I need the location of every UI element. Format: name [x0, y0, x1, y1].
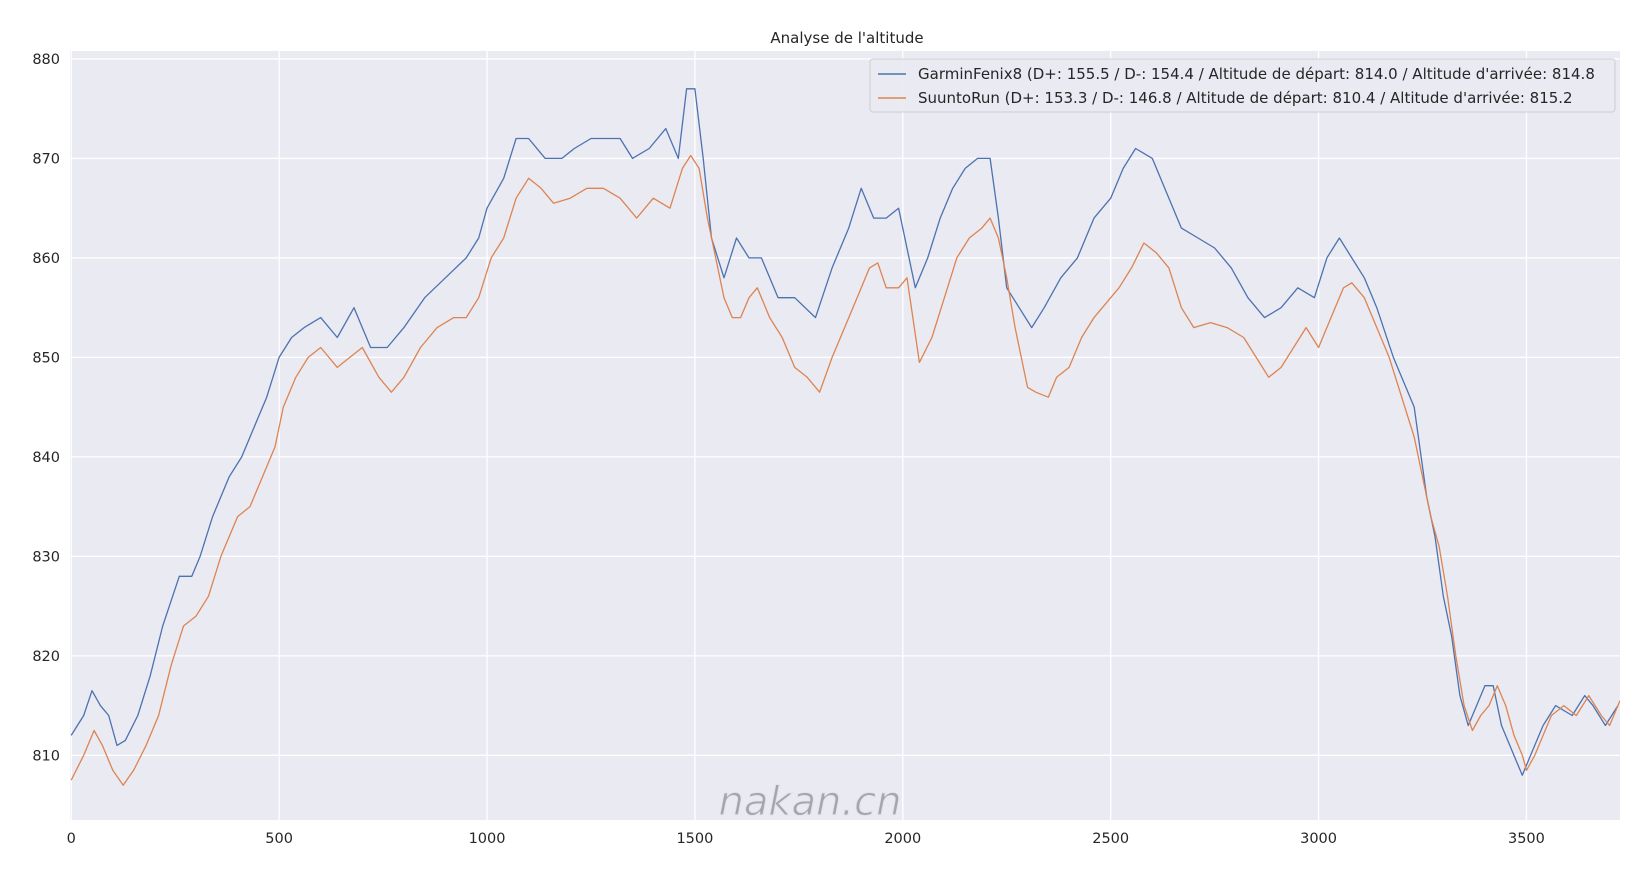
x-tick-label-3500: 3500 — [1508, 831, 1545, 847]
legend-label-suunto: SuuntoRun (D+: 153.3 / D-: 146.8 / Altit… — [918, 89, 1573, 107]
y-tick-label-810: 810 — [32, 748, 60, 764]
y-tick-label-820: 820 — [32, 649, 60, 665]
y-axis-ticks: 810 820 830 840 850 860 870 880 — [32, 52, 60, 764]
chart-title: Analyse de l'altitude — [770, 29, 923, 47]
x-tick-label-2500: 2500 — [1092, 831, 1129, 847]
y-tick-label-830: 830 — [32, 549, 60, 565]
x-tick-label-3000: 3000 — [1300, 831, 1337, 847]
grid-lines — [70, 51, 1620, 820]
x-tick-label-0: 0 — [67, 831, 76, 847]
plot-area — [70, 51, 1620, 820]
y-tick-label-840: 840 — [32, 450, 60, 466]
watermark-text: nakan.cn — [719, 779, 902, 825]
legend: GarminFenix8 (D+: 155.5 / D-: 154.4 / Al… — [869, 58, 1616, 113]
series-line-1 — [70, 154, 1620, 786]
watermark: nakan.cn — [718, 779, 902, 826]
y-tick-label-880: 880 — [32, 52, 60, 68]
legend-label-garmin: GarminFenix8 (D+: 155.5 / D-: 154.4 / Al… — [918, 65, 1595, 83]
y-tick-label-850: 850 — [32, 350, 60, 366]
y-tick-label-860: 860 — [32, 251, 60, 267]
y-tick-label-870: 870 — [32, 151, 60, 167]
x-axis-ticks: 0 500 1000 1500 2000 2500 3000 3500 — [67, 831, 1545, 847]
x-tick-label-2000: 2000 — [884, 831, 921, 847]
legend-box — [869, 58, 1616, 113]
x-tick-label-1000: 1000 — [469, 831, 506, 847]
x-tick-label-500: 500 — [265, 831, 293, 847]
x-tick-label-1500: 1500 — [676, 831, 713, 847]
